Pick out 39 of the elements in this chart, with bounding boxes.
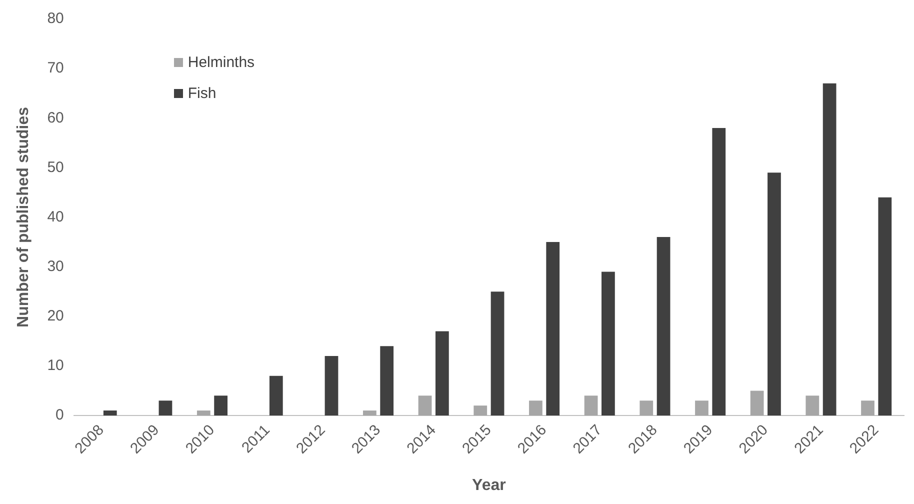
y-tick-label: 60: [47, 109, 64, 126]
bar: [490, 292, 504, 416]
bar: [418, 396, 432, 416]
legend-label: Helminths: [188, 54, 255, 71]
y-tick-label: 40: [47, 208, 64, 226]
bar: [529, 400, 542, 416]
x-axis-title: Year: [472, 476, 506, 494]
bar: [546, 242, 560, 416]
bar: [768, 172, 781, 416]
bar: [324, 356, 338, 416]
bar: [214, 396, 228, 416]
bar: [861, 400, 874, 416]
bar: [103, 410, 117, 416]
y-tick-label: 80: [47, 10, 64, 28]
y-axis-title: Number of published studies: [15, 106, 32, 328]
bar: [269, 376, 283, 416]
legend-label: Fish: [188, 85, 216, 102]
bar: [196, 410, 210, 416]
bar: [602, 272, 615, 416]
y-tick-label: 20: [47, 308, 64, 324]
bar: [435, 331, 449, 416]
y-tick-label: 50: [47, 158, 64, 176]
bar: [380, 346, 394, 416]
y-tick-label: 10: [47, 357, 64, 374]
bar: [712, 128, 726, 416]
bar: [584, 396, 598, 416]
bar: [806, 396, 820, 416]
y-tick-label: 30: [47, 258, 64, 275]
y-tick-label: 0: [56, 406, 64, 424]
bar: [750, 390, 764, 416]
bar: [822, 83, 836, 416]
bar: [656, 237, 670, 416]
bar: [362, 410, 376, 416]
bar: [695, 400, 708, 416]
y-tick-label: 70: [47, 60, 64, 77]
bar: [640, 400, 654, 416]
bar: [878, 197, 892, 416]
bar: [158, 400, 172, 416]
bar: [474, 406, 488, 416]
